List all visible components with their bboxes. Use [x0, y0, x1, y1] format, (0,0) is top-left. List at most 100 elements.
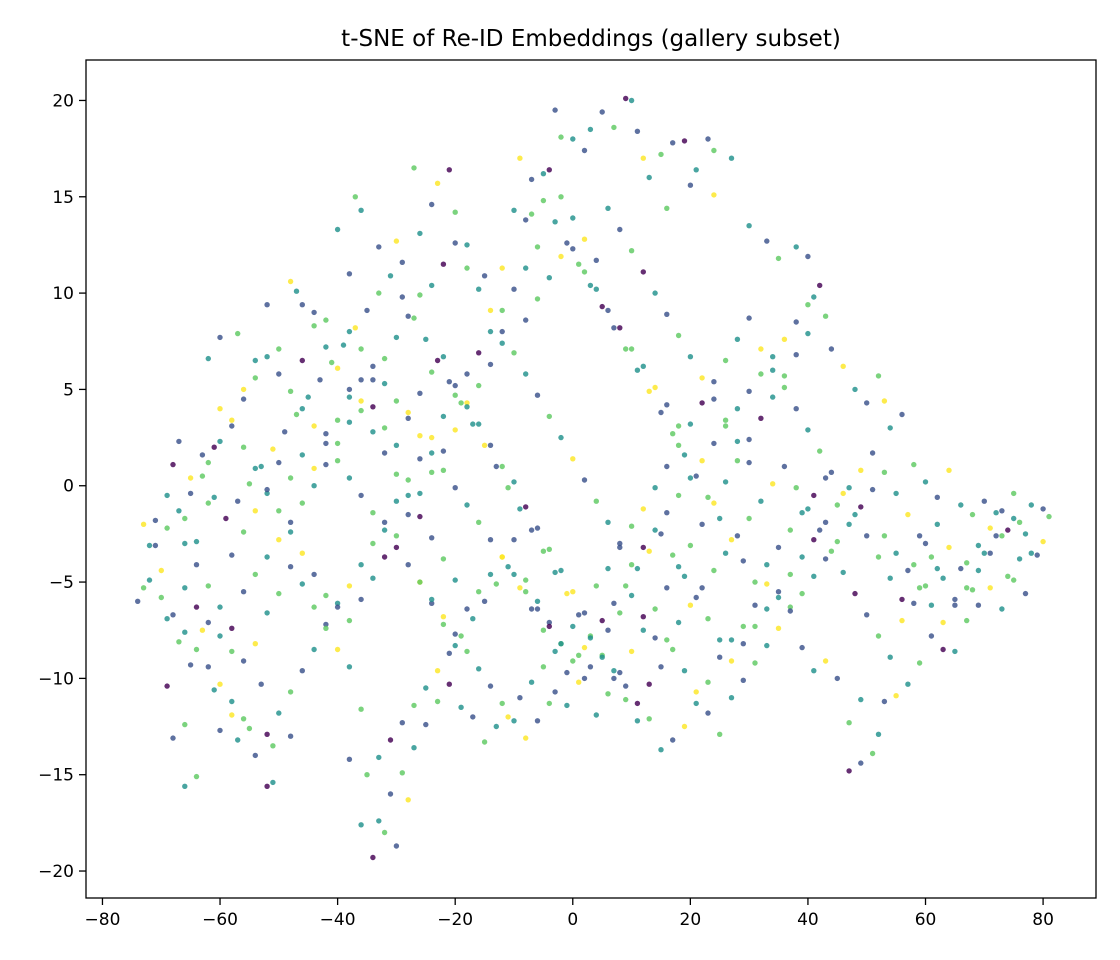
scatter-point	[858, 504, 864, 510]
scatter-point	[893, 550, 899, 556]
scatter-point	[429, 282, 435, 289]
scatter-point	[411, 315, 417, 321]
scatter-point	[258, 681, 264, 687]
scatter-point	[276, 459, 282, 466]
scatter-point	[740, 677, 746, 683]
scatter-point	[358, 492, 364, 499]
scatter-point	[817, 527, 823, 533]
scatter-point	[411, 702, 417, 709]
scatter-point	[352, 194, 358, 200]
scatter-point	[187, 475, 194, 481]
scatter-point	[905, 567, 911, 574]
scatter-point	[1040, 538, 1046, 545]
scatter-point	[417, 456, 423, 462]
scatter-point	[540, 627, 547, 633]
x-tick-label: −40	[320, 910, 356, 930]
scatter-point	[605, 565, 611, 572]
scatter-point	[593, 286, 599, 292]
scatter-point	[770, 394, 776, 400]
scatter-point	[193, 646, 200, 653]
scatter-point	[235, 737, 241, 743]
scatter-point	[699, 458, 705, 464]
scatter-point	[305, 394, 311, 400]
scatter-point	[752, 602, 758, 608]
scatter-point	[652, 527, 658, 533]
scatter-point	[264, 610, 270, 616]
scatter-point	[358, 377, 364, 383]
scatter-point	[176, 508, 182, 514]
scatter-point	[417, 230, 423, 237]
scatter-point	[434, 668, 441, 674]
scatter-point	[476, 421, 482, 427]
scatter-point	[205, 355, 211, 362]
scatter-point	[505, 564, 511, 570]
scatter-point	[587, 635, 594, 641]
scatter-point	[481, 739, 488, 745]
scatter-point	[570, 136, 576, 142]
scatter-point	[899, 596, 905, 603]
scatter-point	[229, 625, 235, 631]
scatter-point	[282, 429, 288, 435]
scatter-point	[969, 511, 976, 518]
scatter-point	[493, 723, 499, 730]
scatter-point	[440, 413, 447, 420]
scatter-point	[499, 700, 505, 707]
scatter-point	[311, 309, 317, 316]
scatter-point	[287, 475, 294, 481]
scatter-point	[658, 747, 664, 753]
scatter-point	[734, 533, 741, 539]
scatter-point	[734, 336, 741, 342]
scatter-point	[770, 481, 776, 487]
scatter-point	[334, 600, 341, 606]
scatter-point	[264, 783, 270, 789]
scatter-point	[775, 255, 782, 262]
scatter-point	[534, 606, 541, 612]
scatter-point	[546, 546, 552, 552]
x-tick-label: 20	[680, 910, 702, 930]
scatter-point	[558, 567, 564, 574]
scatter-point	[746, 223, 752, 229]
scatter-point	[811, 294, 817, 300]
scatter-point	[864, 400, 870, 406]
scatter-point	[423, 721, 429, 728]
scatter-point	[781, 463, 788, 470]
scatter-point	[493, 581, 499, 587]
scatter-point	[881, 469, 888, 475]
scatter-point	[470, 714, 476, 720]
scatter-point	[511, 286, 517, 292]
scatter-point	[758, 498, 764, 504]
scatter-point	[987, 550, 993, 556]
scatter-point	[334, 646, 341, 653]
scatter-point	[693, 700, 699, 707]
scatter-point	[999, 606, 1005, 612]
scatter-point	[570, 456, 576, 462]
scatter-point	[705, 679, 711, 685]
scatter-point	[564, 702, 570, 709]
scatter-point	[323, 621, 329, 628]
scatter-point	[246, 725, 253, 732]
scatter-point	[299, 550, 305, 556]
scatter-point	[311, 646, 317, 653]
scatter-point	[717, 637, 723, 643]
scatter-point	[1005, 573, 1011, 579]
scatter-point	[822, 313, 829, 319]
scatter-point	[975, 567, 982, 574]
y-tick-label: 0	[63, 477, 74, 497]
scatter-point	[523, 265, 529, 271]
scatter-point	[252, 752, 258, 759]
scatter-point	[711, 192, 717, 198]
scatter-point	[393, 398, 400, 404]
scatter-point	[211, 494, 217, 500]
scatter-point	[758, 415, 764, 421]
scatter-point	[952, 648, 958, 655]
scatter-point	[899, 617, 905, 624]
scatter-point	[581, 644, 588, 651]
scatter-point	[170, 735, 176, 741]
scatter-point	[799, 644, 805, 651]
scatter-point	[640, 363, 646, 369]
scatter-point	[593, 712, 599, 718]
scatter-point	[764, 562, 770, 568]
scatter-point	[687, 602, 694, 608]
scatter-point	[246, 481, 253, 487]
scatter-point	[158, 594, 164, 601]
